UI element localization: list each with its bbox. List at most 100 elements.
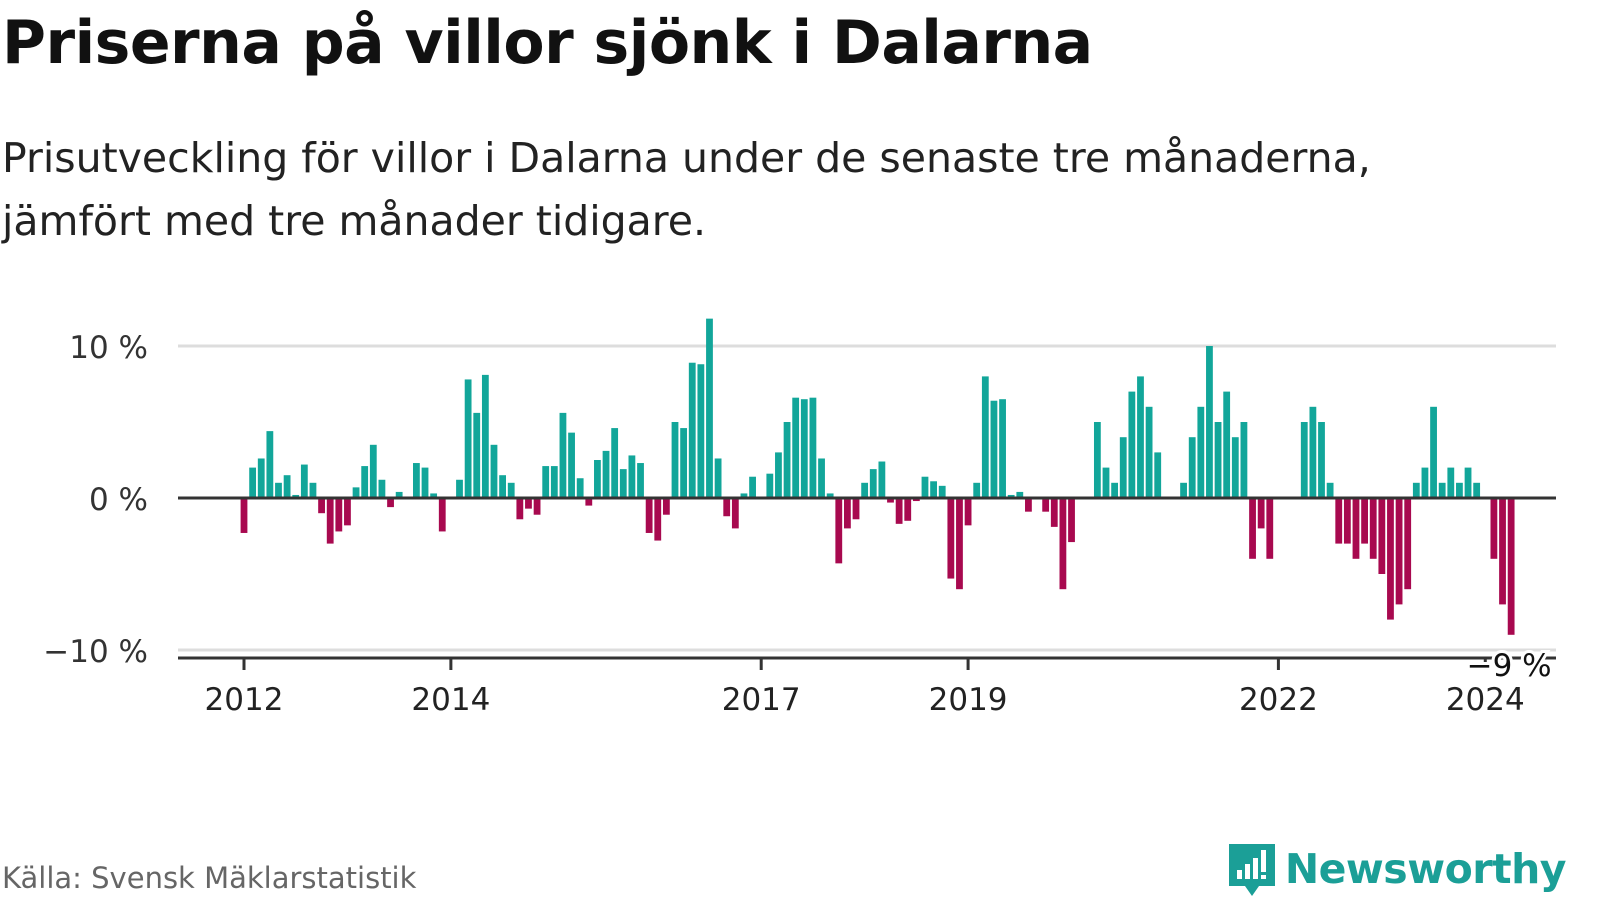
bar: [1507, 498, 1515, 635]
bar: [516, 498, 524, 520]
bar: [835, 498, 843, 564]
bar: [602, 450, 610, 498]
bar: [1438, 482, 1446, 498]
bar: [731, 498, 739, 529]
bar: [568, 432, 575, 498]
tick-labels: 10 % 0 % −10 % 2012 2014 2017 2019 2022 2024−9 %: [43, 330, 1554, 718]
bar: [1378, 498, 1386, 574]
brand-name: Newsworthy: [1284, 845, 1567, 893]
bar: [438, 498, 446, 532]
bar: [964, 498, 972, 526]
bar: [645, 498, 653, 533]
bar: [1119, 437, 1127, 498]
bar: [525, 498, 532, 509]
bar: [1490, 498, 1498, 559]
bar: [275, 482, 282, 498]
bar: [740, 493, 748, 498]
bar: [1326, 482, 1334, 498]
bar: [930, 481, 937, 498]
bar: [344, 498, 351, 526]
bar: [956, 498, 963, 590]
bar: [559, 412, 567, 498]
x-tick-label: 2017: [722, 682, 801, 718]
bar: [619, 469, 627, 498]
bar: [1343, 498, 1351, 544]
bar: [706, 318, 713, 498]
newsworthy-icon: [1228, 844, 1275, 896]
bar: [775, 452, 782, 498]
bar: [1361, 498, 1368, 544]
bar: [266, 431, 274, 498]
bar: [981, 376, 989, 498]
chart-subtitle: Prisutveckling för villor i Dalarna unde…: [2, 127, 1502, 253]
bar: [240, 498, 248, 533]
bar: [723, 498, 731, 517]
bar: [585, 498, 593, 506]
bar: [1387, 498, 1394, 620]
bar: [671, 422, 679, 498]
bar: [473, 412, 481, 498]
bar: [1335, 498, 1343, 544]
bar: [749, 476, 756, 498]
bar: [809, 397, 817, 498]
bar: [1300, 422, 1308, 498]
bar: [1257, 498, 1265, 529]
bar: [1231, 437, 1239, 498]
bar: [887, 498, 894, 503]
bar: [1111, 482, 1119, 498]
bar: [300, 464, 308, 498]
bar: [921, 476, 929, 498]
bar: [800, 399, 808, 498]
bar: [507, 482, 515, 498]
bar: [714, 458, 722, 498]
bar: [688, 362, 696, 498]
bar: [637, 463, 644, 498]
bar: [680, 428, 688, 498]
bar: [481, 374, 489, 498]
bar: [594, 460, 601, 498]
bar: [1102, 467, 1110, 498]
bar: [912, 498, 920, 502]
bar: [1050, 498, 1058, 527]
brand-logo[interactable]: Newsworthy: [1225, 840, 1567, 898]
bar: [1309, 406, 1317, 498]
bar: [1352, 498, 1360, 559]
chart-title: Priserna på villor sjönk i Dalarna: [2, 8, 1093, 78]
bar: [1137, 376, 1144, 498]
x-tick-label: 2019: [929, 682, 1008, 718]
bar: [283, 475, 291, 498]
bar: [1223, 391, 1231, 498]
bar: [1447, 467, 1455, 498]
bar: [421, 467, 429, 498]
bar: [1059, 498, 1067, 590]
bar: [783, 422, 791, 498]
bar: [361, 466, 369, 498]
bar: [1240, 422, 1248, 498]
bar: [249, 467, 257, 498]
source-note: Källa: Svensk Mäklarstatistik: [2, 861, 417, 895]
y-tick-label: 10 %: [69, 330, 148, 366]
bar: [369, 444, 377, 498]
bar: [1499, 498, 1506, 605]
bar: [1214, 422, 1222, 498]
bar: [654, 498, 662, 541]
bar: [869, 469, 877, 498]
bars: [240, 318, 1515, 635]
bar: [1093, 422, 1101, 498]
bar: [1188, 437, 1196, 498]
bar: [766, 473, 774, 498]
bar: [430, 493, 438, 498]
bar: [792, 397, 800, 498]
bar: [1464, 467, 1472, 498]
bar: [1145, 406, 1153, 498]
bar: [378, 479, 386, 498]
bar: [1266, 498, 1274, 559]
bar: [352, 487, 360, 498]
bar: [292, 494, 300, 498]
bar: [542, 466, 550, 498]
bar: [464, 379, 472, 498]
bar: [1180, 482, 1187, 498]
subtitle-line-2: jämfört med tre månader tidigare.: [2, 197, 707, 245]
bar: [947, 498, 955, 579]
x-tick-label: 2014: [411, 682, 490, 718]
